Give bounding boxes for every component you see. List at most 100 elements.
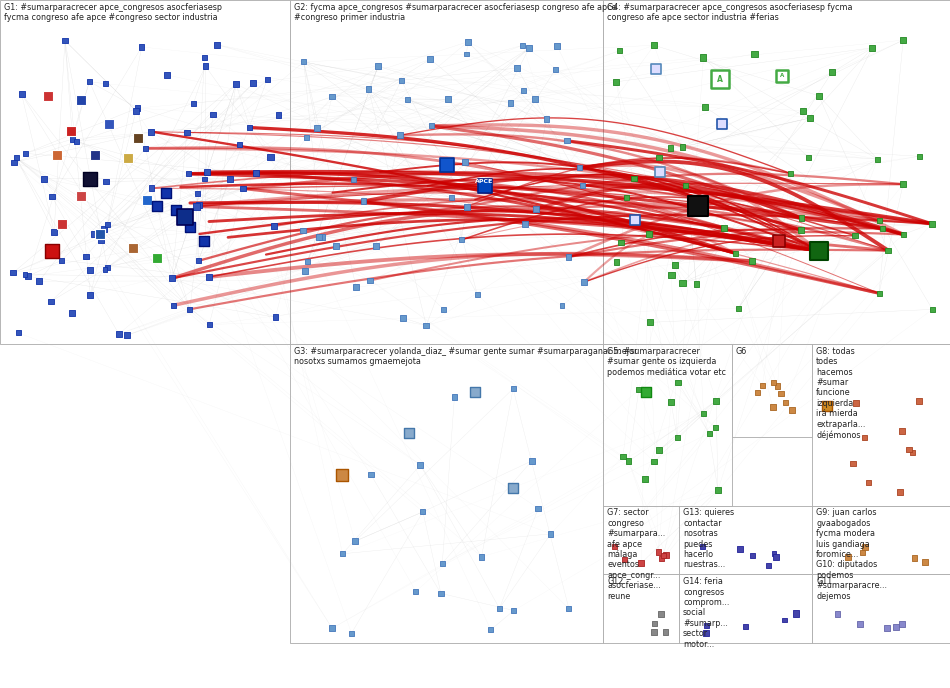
Point [249, 168, 264, 179]
Point [424, 120, 439, 131]
Point [793, 224, 808, 235]
Point [653, 166, 668, 178]
Point [708, 422, 723, 433]
Point [505, 383, 521, 394]
Point [560, 135, 575, 146]
Point [205, 109, 220, 120]
Point [561, 603, 577, 614]
Point [469, 289, 484, 300]
Point [670, 432, 685, 443]
Point [362, 275, 377, 286]
Point [509, 63, 524, 74]
Point [393, 75, 408, 86]
Point [370, 61, 386, 72]
Point [268, 312, 283, 323]
Point [190, 188, 205, 199]
Point [560, 252, 576, 263]
Point [658, 550, 674, 561]
Point [745, 255, 760, 266]
Point [912, 151, 927, 162]
Point [902, 444, 917, 455]
Point [738, 621, 753, 632]
Point [896, 34, 911, 45]
Point [263, 151, 278, 162]
Point [503, 98, 518, 109]
Point [130, 103, 145, 114]
Point [658, 626, 674, 637]
Point [697, 101, 712, 112]
Point [73, 191, 88, 202]
Point [408, 586, 424, 597]
Point [634, 557, 649, 568]
Point [65, 308, 80, 319]
Bar [290, 0, 603, 344]
Point [771, 235, 787, 246]
Point [881, 245, 896, 256]
Point [663, 397, 678, 408]
Point [794, 213, 809, 224]
Point [96, 224, 111, 235]
Point [795, 105, 810, 116]
Point [732, 544, 748, 555]
Point [314, 232, 330, 243]
Point [492, 603, 507, 614]
Point [642, 317, 657, 328]
Point [334, 469, 350, 480]
Point [222, 173, 238, 184]
Text: A: A [780, 73, 784, 78]
Point [232, 139, 247, 150]
Point [572, 162, 587, 173]
Point [773, 388, 788, 399]
Point [138, 143, 153, 154]
Point [765, 402, 780, 413]
Point [528, 204, 543, 215]
Point [401, 428, 416, 439]
Point [911, 396, 926, 407]
Point [524, 455, 540, 466]
Point [299, 132, 314, 143]
Point [621, 455, 637, 466]
Point [459, 48, 474, 59]
Point [527, 93, 542, 104]
Point [696, 408, 712, 419]
Point [348, 536, 363, 547]
Point [92, 228, 107, 239]
Point [164, 273, 180, 284]
Point [149, 252, 164, 264]
Point [87, 149, 103, 160]
Point [648, 63, 663, 74]
Text: G8: todas
todes
hacemos
#sumar
funcione
izquierda
irá mierda
extraparla...
déjém: G8: todas todes hacemos #sumar funcione … [816, 347, 865, 440]
Point [770, 381, 785, 392]
Point [83, 289, 98, 300]
Point [701, 428, 716, 439]
Point [120, 330, 135, 341]
Point [197, 52, 212, 63]
Point [111, 328, 126, 339]
Point [297, 266, 313, 277]
Point [246, 78, 261, 89]
Point [57, 35, 72, 46]
Text: G11: G11 [816, 577, 832, 586]
Point [879, 623, 894, 634]
Point [607, 541, 622, 552]
Point [548, 64, 563, 75]
Point [201, 272, 217, 283]
Text: G5: #sumarparacrecer
#sumar gente os izquierda
podemos mediática votar etc: G5: #sumarparacrecer #sumar gente os izq… [607, 347, 726, 376]
Point [774, 70, 789, 81]
Point [522, 43, 537, 54]
Point [356, 195, 371, 206]
Point [267, 221, 282, 232]
Point [363, 469, 378, 480]
Point [295, 225, 311, 236]
Text: G7: sector
congreso
#sumarpara...
afe apce
málaga
eventos
apce_congr...
asocferi: G7: sector congreso #sumarpara... afe ap… [607, 508, 665, 601]
Point [83, 265, 98, 276]
Point [896, 179, 911, 190]
Point [98, 264, 113, 275]
Point [21, 270, 36, 281]
Text: G3: #sumarparacrecer yolanda_diaz_ #sumar gente sumar #sumarparaganar mejor
noso: G3: #sumarparacrecer yolanda_diaz_ #suma… [294, 347, 636, 366]
Point [309, 123, 324, 134]
Point [325, 91, 340, 102]
Point [395, 312, 410, 323]
Point [664, 270, 679, 281]
Point [853, 619, 868, 630]
